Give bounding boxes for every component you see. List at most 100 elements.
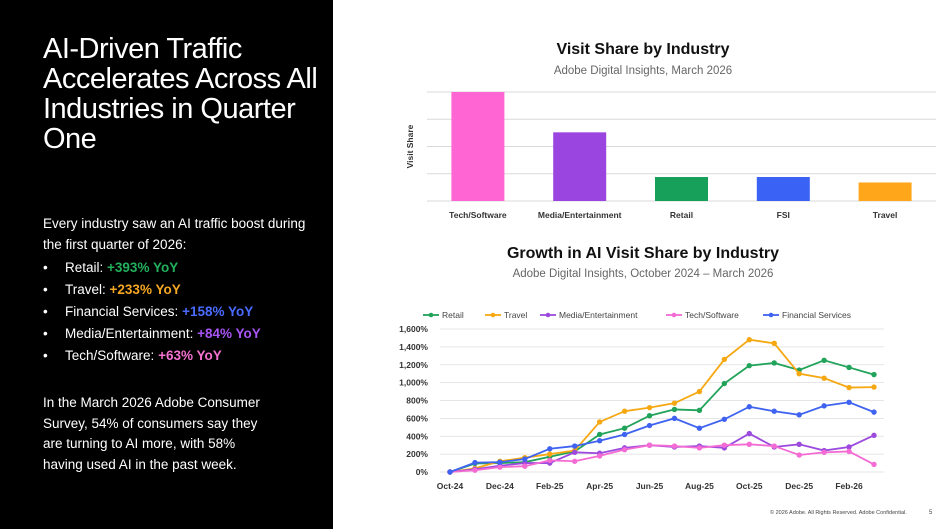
legend-marker xyxy=(671,312,677,318)
legend-label: Travel xyxy=(504,310,527,320)
point-tech-software xyxy=(646,442,653,448)
point-travel xyxy=(871,384,877,390)
bullet-yoy-value: +63% YoY xyxy=(158,348,222,363)
point-financial-services xyxy=(771,408,777,414)
point-retail xyxy=(621,425,628,431)
point-tech-software xyxy=(522,463,528,469)
bar-chart-title: Visit Share by Industry xyxy=(556,41,729,58)
y-tick-label: 1,400% xyxy=(399,342,428,352)
point-travel xyxy=(846,384,852,391)
point-financial-services xyxy=(696,425,703,431)
point-financial-services xyxy=(671,415,678,422)
point-financial-services xyxy=(547,446,553,452)
point-tech-software xyxy=(497,464,503,470)
x-tick-label: Aug-25 xyxy=(685,481,714,491)
bar-y-axis-label: Visit Share xyxy=(405,124,415,168)
point-travel xyxy=(796,370,802,377)
bar-category-label: Tech/Software xyxy=(449,210,507,220)
point-financial-services xyxy=(721,416,728,422)
x-tick-label: Apr-25 xyxy=(586,481,613,491)
point-travel xyxy=(746,337,752,343)
bar-fsi xyxy=(756,177,810,201)
y-tick-label: 1,000% xyxy=(399,378,428,388)
point-retail xyxy=(596,431,603,438)
y-tick-label: 400% xyxy=(406,431,428,441)
x-tick-label: Feb-26 xyxy=(835,481,863,491)
point-tech-software xyxy=(547,457,553,464)
x-tick-label: Jun-25 xyxy=(636,481,664,491)
point-financial-services xyxy=(522,456,528,462)
point-media-entertainment xyxy=(746,430,752,437)
point-travel xyxy=(721,356,728,363)
bullet-financial-services: • Financial Services: +158% YoY xyxy=(43,304,254,319)
point-travel xyxy=(646,404,653,411)
point-travel xyxy=(547,451,553,457)
point-retail xyxy=(696,407,703,414)
point-tech-software xyxy=(671,443,678,449)
legend-label: Tech/Software xyxy=(685,310,739,320)
bar-chart-subtitle: Adobe Digital Insights, March 2026 xyxy=(554,65,732,77)
point-tech-software xyxy=(846,448,852,455)
bar-category-label: Travel xyxy=(873,210,898,220)
point-tech-software xyxy=(746,441,752,447)
point-retail xyxy=(821,357,827,363)
point-retail xyxy=(721,380,728,387)
legend-marker xyxy=(545,312,551,318)
point-financial-services xyxy=(621,431,628,438)
point-media-entertainment xyxy=(796,441,802,447)
y-tick-label: 1,200% xyxy=(399,360,428,370)
point-financial-services xyxy=(572,443,578,449)
series-line-retail xyxy=(449,359,875,473)
legend-marker xyxy=(768,312,774,318)
copyright-footer: © 2026 Adobe. All Rights Reserved. Adobe… xyxy=(770,510,907,516)
point-travel xyxy=(771,340,777,346)
series-line-financial-services xyxy=(449,401,875,473)
bar-tech-software xyxy=(451,92,505,201)
point-tech-software xyxy=(621,446,628,453)
x-tick-label: Feb-25 xyxy=(536,481,564,491)
point-financial-services xyxy=(821,403,827,409)
point-tech-software xyxy=(821,449,827,456)
point-tech-software xyxy=(696,445,703,451)
point-financial-services xyxy=(497,459,503,465)
bullet-yoy-value: +233% YoY xyxy=(109,282,181,297)
survey-text: In the March 2026 Adobe Consumer Survey,… xyxy=(43,395,260,472)
page-number: 5 xyxy=(929,510,933,516)
point-retail xyxy=(646,412,653,419)
legend-marker xyxy=(428,312,434,318)
x-tick-label: Dec-25 xyxy=(785,481,813,491)
legend-label: Financial Services xyxy=(782,310,851,320)
point-tech-software xyxy=(472,467,478,473)
point-financial-services xyxy=(746,404,752,410)
bullet-label: Media/Entertainment: xyxy=(65,326,194,341)
point-retail xyxy=(771,360,777,366)
legend-label: Media/Entertainment xyxy=(559,310,638,320)
point-retail xyxy=(671,406,678,413)
point-retail xyxy=(846,364,852,371)
bar-category-label: Retail xyxy=(670,210,693,220)
point-financial-services xyxy=(846,399,852,405)
point-media-entertainment xyxy=(871,432,877,439)
ai-growth-line-chart: Growth in AI Visit Share by Industry Adob… xyxy=(399,245,884,491)
bar-category-label: FSI xyxy=(777,210,790,220)
point-media-entertainment xyxy=(572,449,578,456)
bullet-media-entertainment: • Media/Entertainment: +84% YoY xyxy=(43,326,261,341)
intro-text: Every industry saw an AI traffic boost d… xyxy=(43,216,306,252)
point-tech-software xyxy=(596,453,603,459)
point-tech-software xyxy=(796,452,802,458)
y-tick-label: 600% xyxy=(406,413,428,423)
bullet-tech-software: • Tech/Software: +63% YoY xyxy=(43,348,222,363)
bullet-label: Tech/Software: xyxy=(65,348,155,363)
left-panel: AI-Driven Traffic Accelerates Across All… xyxy=(0,0,333,529)
point-retail xyxy=(871,371,877,378)
point-financial-services xyxy=(447,469,453,475)
slide-title: AI-Driven Traffic Accelerates Across All… xyxy=(43,33,318,155)
industry-growth-list: • Retail: +393% YoY • Travel: +233% YoY • F… xyxy=(43,257,323,367)
y-tick-label: 800% xyxy=(406,396,428,406)
x-tick-label: Oct-25 xyxy=(736,481,763,491)
point-financial-services xyxy=(646,422,653,429)
bullet-label: Financial Services: xyxy=(65,304,179,319)
bullet-yoy-value: +84% YoY xyxy=(197,326,261,341)
point-travel xyxy=(821,375,827,381)
point-tech-software xyxy=(721,442,728,448)
